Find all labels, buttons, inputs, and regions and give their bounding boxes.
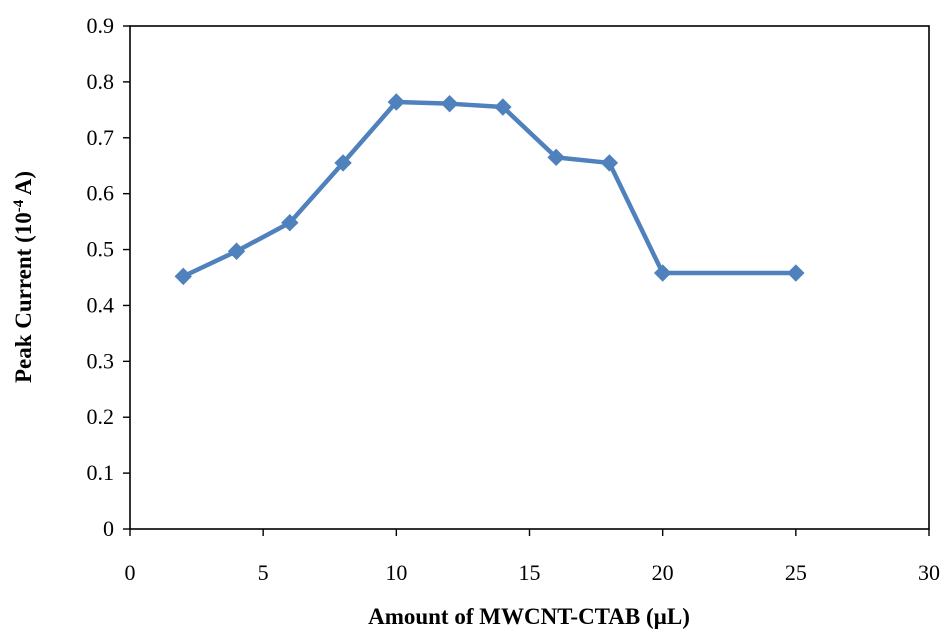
data-point-marker bbox=[653, 264, 672, 282]
data-point-marker bbox=[227, 242, 246, 260]
x-tick-label: 15 bbox=[519, 560, 541, 585]
y-axis-ticks: 0 0.1 0.2 0.3 0.4 0.5 0.6 0.7 0.8 0.9 bbox=[87, 13, 130, 541]
x-tick-label: 30 bbox=[918, 560, 940, 585]
data-point-marker bbox=[440, 94, 459, 113]
y-axis-title-prefix: Peak Current (10 bbox=[11, 212, 36, 383]
x-tick-label: 10 bbox=[385, 560, 407, 585]
x-axis-title: Amount of MWCNT-CTAB (µL) bbox=[368, 604, 690, 629]
data-point-marker bbox=[174, 267, 192, 286]
x-tick-label: 5 bbox=[258, 560, 269, 585]
data-point-marker bbox=[281, 214, 299, 232]
y-tick-label: 0.7 bbox=[87, 125, 115, 150]
data-point-marker bbox=[547, 148, 565, 167]
y-tick-label: 0.5 bbox=[87, 237, 115, 262]
y-axis-title-superscript: -4 bbox=[11, 199, 27, 212]
y-tick-label: 0.3 bbox=[87, 348, 115, 373]
y-axis-title: Peak Current (10-4 A) bbox=[11, 171, 36, 383]
y-tick-label: 0.9 bbox=[87, 13, 115, 38]
y-tick-label: 0.4 bbox=[87, 292, 115, 317]
x-tick-label: 25 bbox=[785, 560, 807, 585]
y-tick-label: 0.8 bbox=[87, 69, 115, 94]
data-point-marker bbox=[787, 264, 805, 282]
y-tick-label: 0.6 bbox=[87, 181, 115, 206]
y-tick-label: 0.2 bbox=[87, 404, 115, 429]
y-tick-label: 0.1 bbox=[87, 460, 115, 485]
series-layer bbox=[174, 93, 805, 286]
plot-area bbox=[129, 25, 930, 530]
data-point-marker bbox=[600, 154, 619, 172]
y-axis-title-suffix: A) bbox=[11, 171, 36, 200]
y-tick-label: 0 bbox=[103, 516, 114, 541]
data-point-marker bbox=[387, 93, 406, 111]
x-axis-ticks: 0 5 10 15 20 25 30 bbox=[125, 529, 940, 585]
data-point-marker bbox=[334, 154, 352, 172]
data-point-marker bbox=[494, 98, 512, 116]
x-tick-label: 0 bbox=[125, 560, 136, 585]
x-tick-label: 20 bbox=[652, 560, 674, 585]
